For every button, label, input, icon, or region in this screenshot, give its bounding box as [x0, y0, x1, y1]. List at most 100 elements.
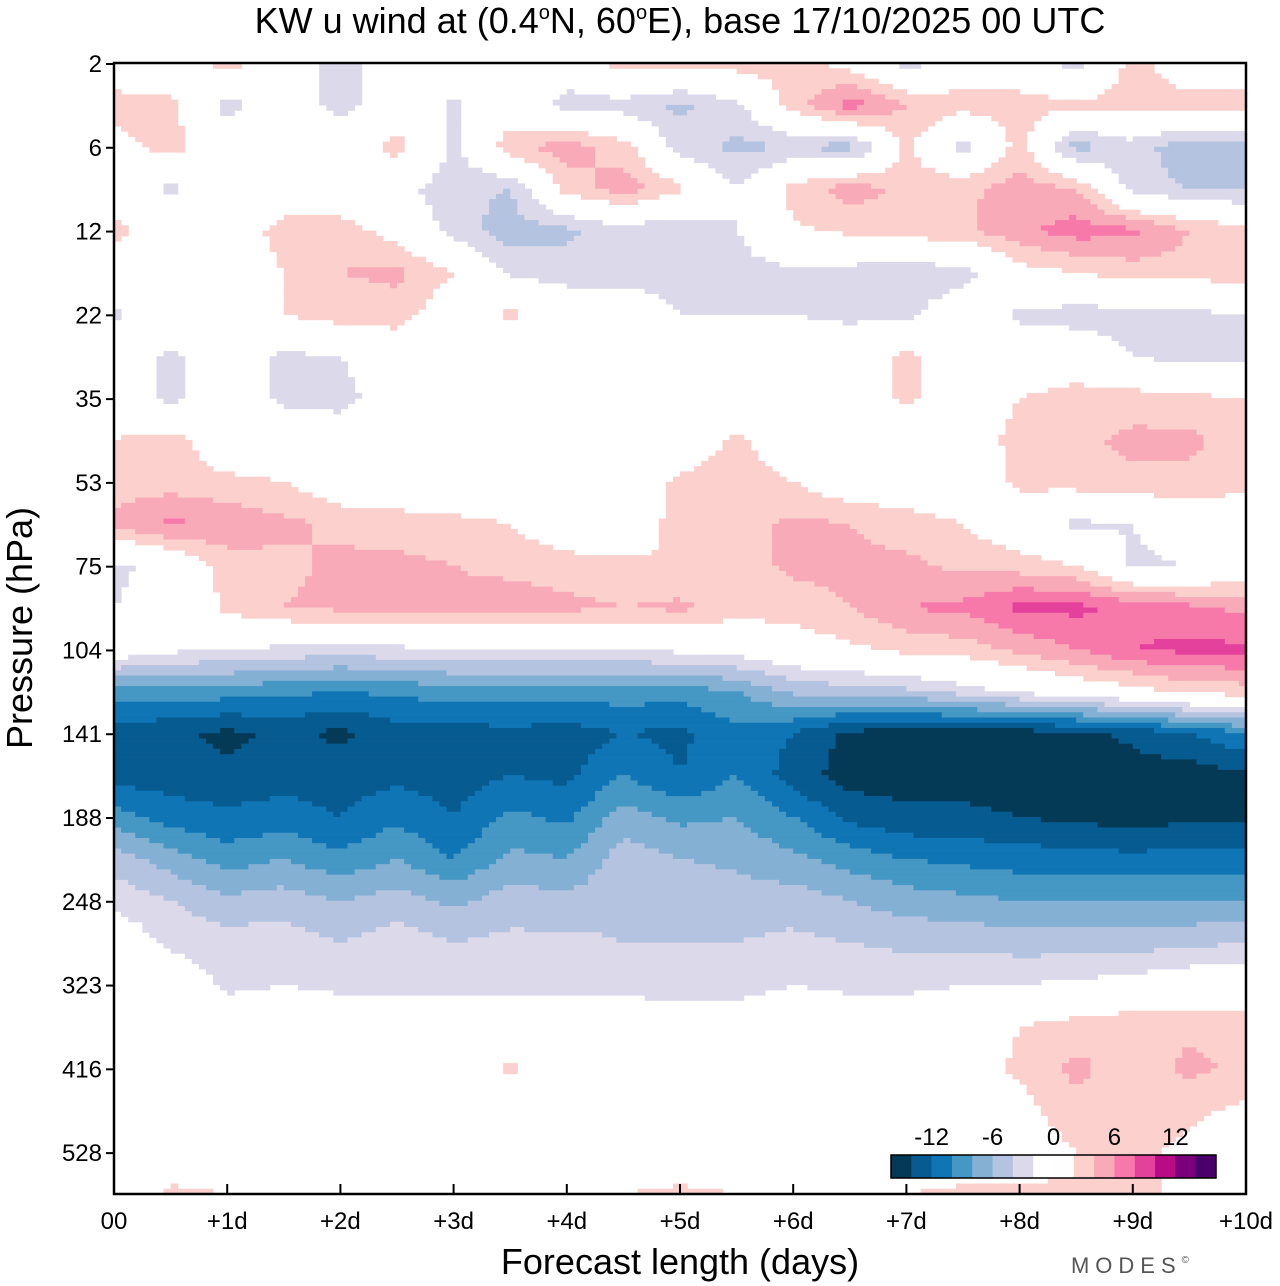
contour-cell — [892, 377, 922, 384]
contour-cell — [899, 157, 922, 164]
contour-cell — [1196, 429, 1247, 436]
contour-cell — [149, 837, 221, 844]
contour-cell — [687, 759, 780, 766]
contour-cell — [694, 466, 773, 473]
contour-cell — [955, 691, 1035, 698]
colorbar-segment — [1155, 1155, 1176, 1178]
contour-cell — [984, 591, 1091, 598]
contour-cell — [856, 529, 971, 535]
contour-cell — [842, 989, 915, 996]
contour-cell — [1175, 1063, 1219, 1069]
contour-cell — [573, 775, 617, 781]
contour-cell — [163, 398, 179, 404]
contour-cell — [446, 146, 462, 153]
contour-cell — [114, 686, 709, 692]
contour-cell — [114, 727, 221, 734]
contour-cell — [580, 769, 773, 776]
contour-cell — [1069, 141, 1091, 148]
contour-cell — [1118, 680, 1240, 687]
contour-cell — [446, 806, 462, 813]
contour-cell — [1118, 340, 1247, 347]
contour-cell — [262, 680, 419, 687]
contour-cell — [779, 94, 816, 101]
colorbar-segment — [992, 1155, 1014, 1178]
contour-cell — [1118, 429, 1198, 436]
contour-cell — [1054, 1125, 1190, 1132]
contour-cell — [849, 523, 964, 530]
contour-cell — [1189, 455, 1247, 462]
contour-cell — [963, 597, 1120, 603]
contour-cell — [1217, 1063, 1247, 1069]
contour-cell — [651, 785, 716, 792]
contour-cell — [984, 837, 1247, 844]
contour-cell — [941, 712, 1084, 719]
contour-cell — [446, 141, 462, 148]
contour-cell — [1069, 214, 1077, 221]
contour-cell — [1026, 1089, 1247, 1096]
contour-cell — [389, 858, 405, 865]
contour-cell — [849, 146, 872, 153]
contour-cell — [814, 94, 886, 101]
contour-cell — [821, 890, 957, 897]
contour-cell — [842, 230, 985, 237]
contour-cell — [658, 518, 780, 525]
contour-cell — [899, 398, 915, 404]
contour-cell — [149, 146, 186, 153]
contour-cell — [503, 853, 554, 860]
contour-cell — [771, 560, 929, 567]
contour-cell — [602, 864, 716, 870]
contour-cell — [1076, 487, 1247, 493]
contour-cell — [191, 958, 1247, 965]
contour-cell — [460, 565, 780, 572]
contour-cell — [807, 178, 1007, 185]
contour-cell — [786, 199, 844, 205]
contour-cell — [283, 293, 433, 300]
contour-cell — [1161, 251, 1247, 258]
contour-cell — [722, 141, 766, 148]
contour-cell — [764, 146, 823, 153]
contour-cell — [503, 188, 511, 195]
contour-cell — [128, 879, 193, 886]
contour-cell — [998, 120, 1035, 127]
contour-cell — [283, 282, 391, 289]
contour-cell — [1182, 1073, 1198, 1080]
contour-cell — [1040, 246, 1176, 253]
contour-cell — [1118, 178, 1176, 185]
contour-cell — [425, 869, 476, 876]
contour-cell — [977, 225, 1042, 232]
contour-cell — [114, 586, 122, 593]
contour-cell — [439, 848, 462, 855]
contour-cell — [856, 104, 908, 111]
contour-cell — [991, 115, 1042, 122]
contour-cell — [595, 597, 674, 603]
contour-cell — [1083, 612, 1247, 619]
contour-cell — [439, 874, 469, 881]
contour-cell — [948, 633, 1035, 640]
contour-cell — [800, 110, 837, 116]
contour-cell — [389, 324, 398, 331]
contour-cell — [121, 434, 186, 441]
contour-cell — [503, 136, 617, 143]
contour-cell — [142, 926, 306, 933]
contour-cell — [135, 785, 391, 792]
contour-cell — [227, 544, 264, 551]
title-degree-2: o — [636, 2, 647, 24]
contour-cell — [198, 963, 1190, 970]
contour-cell — [283, 885, 504, 891]
contour-cell — [1012, 413, 1247, 420]
contour-cell — [1076, 1146, 1162, 1153]
contour-cell — [114, 94, 172, 101]
contour-cell — [354, 544, 554, 551]
contour-cell — [729, 717, 794, 724]
contour-cell — [425, 199, 490, 205]
contour-cell — [114, 843, 165, 850]
x-axis: 00 +1d +2d +3d +4d +5d +6d +7d +8d +9d +10d — [101, 1184, 1273, 1235]
contour-cell — [114, 445, 193, 452]
contour-cell — [114, 864, 158, 870]
contour-cell — [305, 864, 377, 870]
contour-cell — [609, 848, 660, 855]
contour-cell — [1005, 235, 1077, 242]
contour-cell — [276, 256, 426, 263]
contour-cell — [425, 183, 525, 190]
contour-cell — [1062, 1136, 1176, 1143]
